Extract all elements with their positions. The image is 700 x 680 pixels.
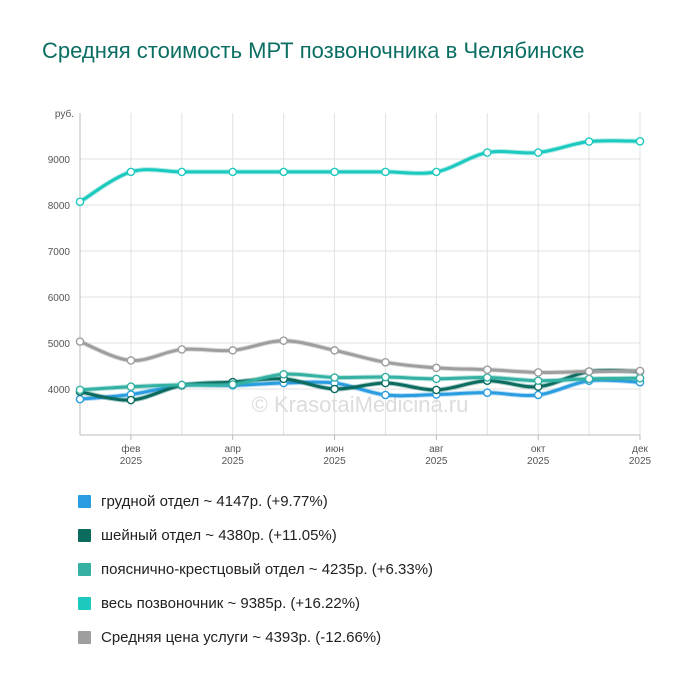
legend-label: грудной отдел ~ 4147р. (+9.77%) [101,492,328,510]
data-point [126,356,136,365]
axes: 400050006000700080009000руб.фев2025апр20… [48,108,652,467]
data-point [533,376,543,386]
data-point [75,337,85,346]
legend-swatch [78,630,91,644]
data-point [330,346,339,355]
legend-item[interactable]: весь позвоночник ~ 9385р. (+16.22%) [78,586,433,620]
data-point [330,373,339,382]
x-tick-month: июн [325,444,344,455]
series-line-3 [78,139,642,204]
y-tick-label: 9000 [48,155,71,166]
legend-item[interactable]: Средняя цена услуги ~ 4393р. (-12.66%) [78,620,433,654]
data-point [533,390,543,400]
x-tick-year: 2025 [527,456,550,467]
y-tick-label: 7000 [48,247,71,258]
data-point [330,384,339,394]
data-point [330,167,339,177]
y-unit-label: руб. [55,108,74,120]
data-point [635,136,645,146]
series-line-4 [78,339,642,374]
y-tick-label: 4000 [48,385,71,396]
legend-item[interactable]: шейный отдел ~ 4380р. (+11.05%) [78,518,433,552]
x-tick-year: 2025 [425,456,448,467]
data-point [482,148,492,157]
series-layer [77,138,643,403]
data-point [126,167,136,177]
data-point [228,380,238,389]
x-tick-month: авг [429,444,444,455]
data-point [279,167,288,177]
data-point [482,373,492,382]
y-tick-label: 6000 [48,293,71,304]
x-tick-year: 2025 [222,456,245,467]
legend-label: весь позвоночник ~ 9385р. (+16.22%) [101,594,361,612]
data-point [432,363,441,373]
legend: грудной отдел ~ 4147р. (+9.77%) шейный от… [78,484,433,654]
data-point [584,374,594,384]
data-point [584,137,594,146]
legend-swatch [78,596,91,610]
data-point [177,345,187,354]
legend-item[interactable]: грудной отдел ~ 4147р. (+9.77%) [78,484,433,518]
data-point [279,336,288,346]
data-point [381,358,390,367]
x-tick-month: окт [531,444,546,455]
data-point [75,394,85,404]
data-point [381,167,390,177]
points-layer [75,136,645,405]
data-point [177,380,187,390]
legend-item[interactable]: пояснично-крестцовый отдел ~ 4235р. (+6.… [78,552,433,586]
legend-swatch [78,494,91,508]
data-point [381,372,390,382]
data-point [635,366,645,376]
data-point [228,346,238,355]
data-point [177,167,187,177]
data-point [482,388,492,397]
y-tick-label: 5000 [48,339,71,350]
legend-swatch [78,562,91,576]
data-point [635,373,645,383]
data-point [75,385,85,395]
y-tick-label: 8000 [48,201,71,212]
legend-label: Средняя цена услуги ~ 4393р. (-12.66%) [101,628,382,646]
x-tick-year: 2025 [323,456,346,467]
data-point [75,197,85,207]
legend-label: пояснично-крестцовый отдел ~ 4235р. (+6.… [101,560,434,578]
chart-title: Средняя стоимость МРТ позвоночника в Чел… [42,38,585,63]
legend-label: шейный отдел ~ 4380р. (+11.05%) [101,526,337,544]
data-point [279,369,288,379]
x-tick-year: 2025 [629,456,652,467]
data-point [432,167,441,177]
watermark: © KrasotaiMedicina.ru [252,392,469,417]
x-tick-month: дек [632,444,648,455]
data-point [533,148,543,157]
data-point [584,367,594,376]
data-point [533,368,543,377]
x-tick-month: фев [121,443,140,455]
data-point [432,385,441,395]
x-tick-year: 2025 [120,456,143,467]
legend-swatch [78,528,91,542]
data-point [432,374,441,384]
data-point [482,365,492,374]
data-point [126,395,136,405]
x-tick-month: апр [224,444,241,455]
data-point [126,382,136,392]
data-point [381,390,390,400]
data-point [228,167,238,177]
